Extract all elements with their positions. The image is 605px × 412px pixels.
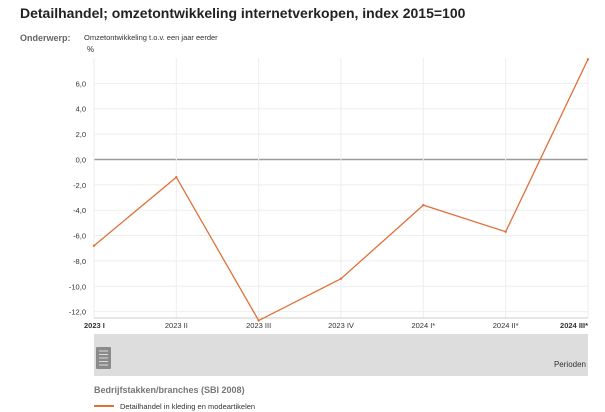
legend-label: Detailhandel in kleding en modeartikelen (120, 401, 256, 411)
y-tick-label: -12,0 (69, 308, 86, 317)
data-point (92, 244, 96, 247)
x-tick-label: 2023 I (84, 321, 105, 330)
y-tick-label: 0,0 (76, 155, 86, 164)
y-tick-label: 6,0 (76, 79, 86, 88)
x-tick-label: 2024 I* (411, 321, 435, 330)
x-tick-label: 2023 II (165, 321, 188, 330)
data-point (339, 277, 343, 280)
y-tick-label: -4,0 (73, 206, 86, 215)
data-point (586, 58, 590, 61)
x-axis-title: Perioden (554, 360, 586, 369)
data-point (504, 230, 507, 233)
y-unit-label: % (87, 45, 94, 54)
legend-title: Bedrijfstakken/branches (SBI 2008) (94, 385, 245, 395)
y-tick-label: -2,0 (73, 181, 86, 190)
legend-item[interactable]: Detailhandel in kleding en modeartikelen (94, 401, 255, 411)
x-tick-label: 2024 III* (560, 321, 588, 330)
line-chart: % -12,0 -10,0 -8,0 -6,0 -4,0 -2,0 0,0 2,0 4,0 6,0 2… (69, 45, 590, 376)
x-tick-label: 2023 III (246, 321, 271, 330)
chart-title: Detailhandel; omzetontwikkeling internet… (20, 5, 466, 21)
y-tick-label: 4,0 (76, 105, 86, 114)
legend-swatch (94, 405, 114, 407)
data-point (257, 319, 260, 322)
y-tick-label: -10,0 (69, 282, 86, 291)
x-tick-label: 2023 IV (328, 321, 354, 330)
data-point (175, 176, 178, 179)
subject-value: Omzetontwikkeling t.o.v. een jaar eerder (84, 33, 218, 42)
grip-icon[interactable] (96, 347, 111, 369)
y-tick-label: -8,0 (73, 257, 86, 266)
subject-label: Onderwerp: (20, 33, 71, 43)
y-tick-label: 2,0 (76, 130, 86, 139)
data-point (422, 203, 425, 207)
y-tick-label: -6,0 (73, 232, 86, 241)
x-tick-label: 2024 II* (493, 321, 519, 330)
period-slider-band[interactable] (94, 334, 588, 376)
